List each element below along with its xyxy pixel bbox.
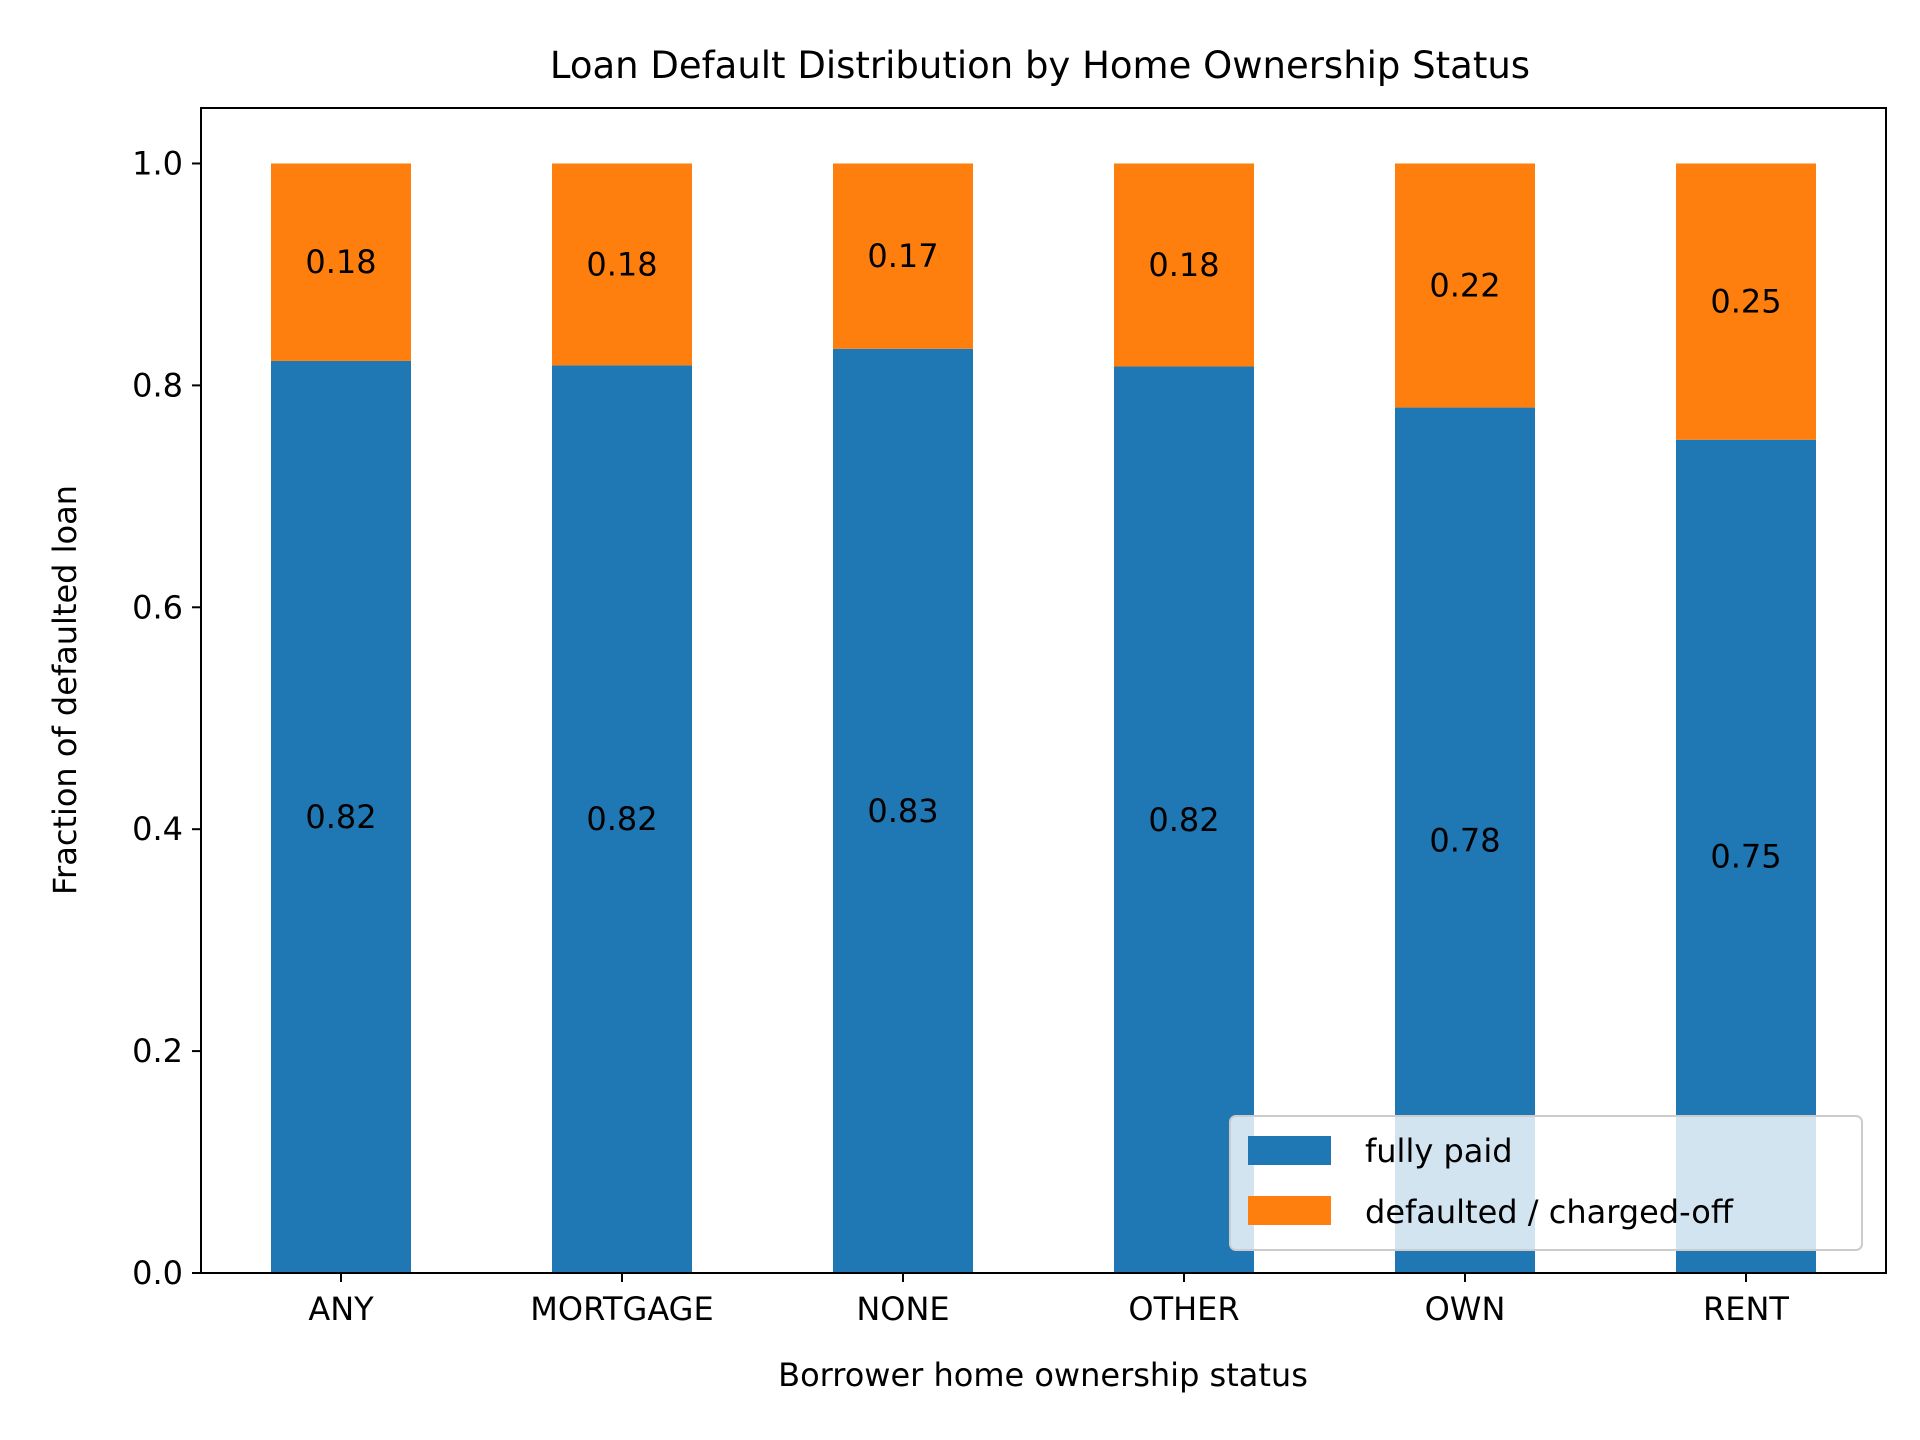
y-axis-label: Fraction of defaulted loan bbox=[46, 485, 84, 895]
legend-box bbox=[1229, 1115, 1863, 1251]
x-tick-label-mortgage: MORTGAGE bbox=[530, 1290, 713, 1328]
data-label-any-defaulted-charged-off: 0.18 bbox=[305, 243, 376, 281]
bar-mortgage-fully-paid bbox=[552, 365, 692, 1273]
bar-own-defaulted-charged-off bbox=[1395, 163, 1535, 408]
bar-any-defaulted-charged-off bbox=[271, 163, 411, 361]
x-axis-label: Borrower home ownership status bbox=[778, 1356, 1308, 1394]
bar-any-fully-paid bbox=[271, 360, 411, 1273]
bar-other-defaulted-charged-off bbox=[1114, 163, 1254, 367]
legend-swatch-defaulted bbox=[1248, 1196, 1331, 1225]
y-tick-label-5: 1.0 bbox=[132, 144, 183, 182]
y-tick-label-2: 0.4 bbox=[132, 810, 183, 848]
y-tick-label-4: 0.8 bbox=[132, 366, 183, 404]
data-label-other-defaulted-charged-off: 0.18 bbox=[1148, 246, 1219, 284]
chart-title: Loan Default Distribution by Home Owners… bbox=[550, 44, 1530, 87]
data-label-rent-fully-paid: 0.75 bbox=[1710, 837, 1781, 875]
x-tick-label-none: NONE bbox=[856, 1290, 949, 1328]
y-tick-label-3: 0.6 bbox=[132, 588, 183, 626]
data-label-mortgage-defaulted-charged-off: 0.18 bbox=[586, 245, 657, 283]
x-tick-label-rent: RENT bbox=[1703, 1290, 1789, 1328]
data-label-own-fully-paid: 0.78 bbox=[1429, 821, 1500, 859]
data-label-other-fully-paid: 0.82 bbox=[1148, 801, 1219, 839]
data-label-mortgage-fully-paid: 0.82 bbox=[586, 800, 657, 838]
x-axis: ANY MORTGAGE NONE OTHER OWN RENT bbox=[308, 1273, 1789, 1328]
y-axis: 0.0 0.2 0.4 0.6 0.8 1.0 bbox=[132, 144, 201, 1292]
x-tick-label-any: ANY bbox=[308, 1290, 374, 1328]
legend-label-defaulted: defaulted / charged-off bbox=[1365, 1193, 1734, 1231]
x-tick-label-other: OTHER bbox=[1128, 1290, 1239, 1328]
data-label-rent-defaulted-charged-off: 0.25 bbox=[1710, 283, 1781, 321]
data-label-any-fully-paid: 0.82 bbox=[305, 798, 376, 836]
y-tick-label-1: 0.2 bbox=[132, 1032, 183, 1070]
bar-mortgage-defaulted-charged-off bbox=[552, 163, 692, 366]
y-tick-label-0: 0.0 bbox=[132, 1254, 183, 1292]
plot-frame bbox=[200, 107, 1887, 1274]
data-label-none-defaulted-charged-off: 0.17 bbox=[867, 237, 938, 275]
legend-label-fully-paid: fully paid bbox=[1365, 1132, 1513, 1170]
bar-none-defaulted-charged-off bbox=[833, 163, 973, 349]
legend: fully paid defaulted / charged-off bbox=[1229, 1115, 1863, 1251]
bar-labels-layer: 0.82 0.18 0.82 0.18 0.83 0.17 0.82 0.18 0.78 0.22… bbox=[305, 237, 1781, 875]
data-label-none-fully-paid: 0.83 bbox=[867, 792, 938, 830]
bar-none-fully-paid bbox=[833, 348, 973, 1273]
bar-rent-defaulted-charged-off bbox=[1676, 163, 1816, 440]
bars-layer bbox=[271, 163, 1816, 1274]
data-label-own-defaulted-charged-off: 0.22 bbox=[1429, 267, 1500, 305]
legend-swatch-fully-paid bbox=[1248, 1136, 1331, 1165]
x-tick-label-own: OWN bbox=[1425, 1290, 1506, 1328]
